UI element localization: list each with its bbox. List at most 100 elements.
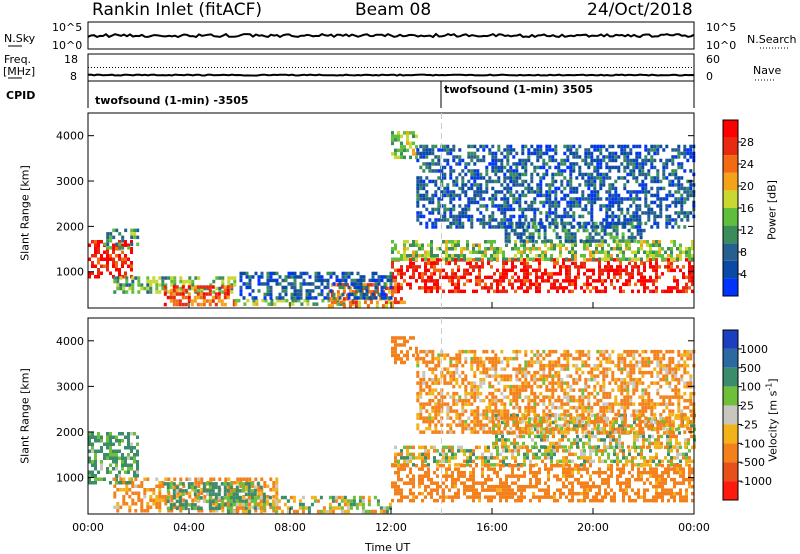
- power-cell-6: [595, 286, 598, 290]
- velocity-cell-5: [492, 445, 495, 449]
- velocity-cell-5: [513, 441, 516, 446]
- velocity-cell-6: [625, 477, 628, 482]
- power-cell-11: [365, 289, 369, 293]
- power-cell-10: [491, 186, 495, 191]
- velocity-cell-5: [672, 445, 675, 449]
- velocity-cell-6: [559, 495, 562, 499]
- power-cell-10: [581, 193, 585, 198]
- power-cell-10: [614, 158, 618, 163]
- velocity-cell-2: [250, 489, 254, 493]
- power-cell-10: [653, 218, 657, 222]
- power-cell-7: [394, 243, 397, 247]
- power-cell-7: [652, 243, 655, 247]
- power-cell-10: [536, 193, 540, 198]
- power-cell-8: [531, 221, 535, 226]
- power-cell-10: [497, 176, 501, 180]
- power-cell-10: [632, 172, 636, 177]
- velocity-cell-1: [146, 502, 150, 506]
- velocity-cell-4: [436, 463, 439, 467]
- velocity-cell-1: [125, 502, 129, 506]
- power-cell-10: [464, 204, 468, 208]
- power-cell-0: [118, 254, 121, 258]
- power-cell-10: [680, 193, 684, 198]
- power-cell-7: [418, 243, 421, 247]
- power-cell-6: [433, 265, 436, 269]
- power-cell-10: [551, 218, 555, 222]
- power-cell-11: [239, 275, 243, 279]
- velocity-cell-0: [112, 467, 115, 471]
- power-cell-7: [625, 243, 628, 247]
- power-cell-6: [418, 272, 421, 276]
- velocity-cell-4: [454, 452, 457, 457]
- velocity-cell-5: [609, 424, 612, 428]
- velocity-cell-6: [415, 463, 418, 468]
- velocity-cell-4: [562, 449, 565, 453]
- power-cell-10: [431, 158, 435, 163]
- velocity-cell-2: [208, 496, 212, 500]
- velocity-cell-1: [200, 488, 204, 492]
- velocity-cell-0: [115, 435, 118, 439]
- velocity-cell-6: [442, 491, 445, 496]
- power-cell-10: [482, 190, 486, 194]
- velocity-cell-6: [505, 474, 508, 478]
- power-cell-10: [674, 148, 678, 152]
- velocity-cell-6: [460, 481, 463, 485]
- power-cell-10: [626, 155, 630, 159]
- power-cell-10: [521, 193, 525, 198]
- power-cell-11: [368, 278, 372, 283]
- velocity-cell-4: [430, 445, 433, 450]
- velocity-cell-6: [577, 491, 580, 496]
- power-cell-10: [443, 158, 447, 163]
- velocity-cell-6: [562, 467, 565, 471]
- power-cell-10: [416, 183, 420, 187]
- velocity-cell-1: [137, 484, 141, 488]
- power-cell-10: [662, 169, 666, 173]
- power-cell-6: [478, 265, 481, 269]
- power-cell-11: [275, 278, 279, 283]
- velocity-cell-2: [229, 485, 233, 490]
- power-cell-10: [617, 144, 621, 149]
- power-cell-3: [175, 299, 179, 303]
- velocity-cell-4: [424, 452, 427, 457]
- power-cell-8: [615, 235, 619, 240]
- power-cell-10: [653, 158, 657, 163]
- power-cell-7: [670, 247, 673, 251]
- velocity-cell-6: [427, 467, 430, 471]
- velocity-cell-4: [688, 456, 691, 460]
- velocity-cell-1: [131, 502, 135, 506]
- velocity-cell-5: [609, 420, 612, 425]
- power-cell-10: [686, 193, 690, 198]
- velocity-cell-1: [230, 488, 234, 492]
- velocity-cell-6: [433, 498, 436, 503]
- power-cell-10: [437, 207, 441, 212]
- velocity-cell-6: [610, 463, 613, 468]
- power-cell-6: [565, 275, 568, 280]
- velocity-cell-1: [134, 502, 138, 506]
- power-cell-7: [622, 250, 625, 254]
- velocity-cell-6: [529, 477, 532, 482]
- velocity-cell-1: [170, 498, 174, 502]
- power-cell-7: [652, 257, 655, 261]
- power-cell-6: [463, 275, 466, 280]
- power-cell-7: [670, 250, 673, 254]
- velocity-cell-4: [484, 456, 487, 460]
- power-cell-6: [430, 272, 433, 276]
- power-cell-10: [569, 162, 573, 166]
- velocity-cell-6: [634, 477, 637, 482]
- power-cell-3: [217, 292, 221, 296]
- velocity-cell-0: [97, 449, 100, 453]
- power-cell-9: [406, 141, 409, 146]
- power-cell-7: [550, 243, 553, 247]
- power-cell-10: [650, 165, 654, 170]
- power-cell-7: [475, 257, 478, 261]
- power-cell-10: [536, 158, 540, 163]
- power-cell-6: [433, 286, 436, 290]
- velocity-cell-6: [535, 474, 538, 478]
- power-cell-10: [566, 155, 570, 159]
- power-cell-3: [196, 292, 200, 296]
- velocity-cell-6: [619, 467, 622, 471]
- power-cell-6: [523, 289, 526, 294]
- velocity-cell-5: [591, 431, 594, 435]
- power-cell-2: [113, 276, 117, 280]
- velocity-cell-1: [263, 509, 267, 513]
